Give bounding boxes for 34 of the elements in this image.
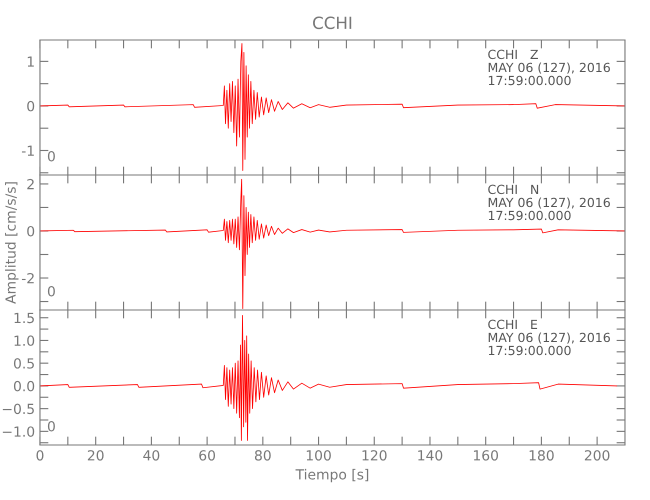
- x-tick-label: 160: [474, 450, 498, 461]
- annotation: 0: [48, 151, 55, 162]
- x-tick-label: 200: [584, 450, 610, 461]
- x-tick-label: 20: [88, 450, 104, 461]
- y-tick-label: 2: [27, 178, 34, 190]
- line-series: [40, 43, 625, 171]
- y-tick-label: 0: [27, 226, 34, 236]
- y-axis-title: Amplitud [cm/s/s]: [5, 182, 18, 304]
- y-tick-label: 0.0: [14, 380, 34, 392]
- annotation: 0: [48, 421, 55, 432]
- x-tick-label: 0: [36, 450, 44, 461]
- annotation: 0: [48, 286, 55, 297]
- x-tick-label: 120: [362, 450, 387, 461]
- chart-title: CCHI: [313, 16, 352, 30]
- x-tick-label: 140: [418, 450, 442, 461]
- annotation: CCHI Z MAY 06 (127), 2016 17:59:00.000: [488, 50, 610, 86]
- x-tick-label: 100: [306, 450, 331, 461]
- y-tick-label: -2: [22, 272, 34, 284]
- x-tick-label: 180: [530, 450, 554, 461]
- y-tick-label: −1.0: [2, 426, 34, 437]
- line-series: [40, 315, 618, 441]
- x-tick-label: 80: [254, 450, 271, 461]
- y-tick-label: 0.5: [14, 358, 34, 369]
- y-tick-label: 0: [27, 100, 34, 112]
- x-tick-label: 60: [199, 450, 216, 461]
- annotation: CCHI N MAY 06 (127), 2016 17:59:00.000: [488, 184, 610, 220]
- y-tick-label: -1: [22, 146, 34, 156]
- x-tick-label: 40: [143, 450, 160, 461]
- annotation: CCHI E MAY 06 (127), 2016 17:59:00.000: [488, 320, 610, 356]
- y-tick-label: 1.0: [14, 335, 34, 346]
- x-axis-title: Tiempo [s]: [296, 468, 368, 482]
- y-tick-label: 1: [28, 56, 34, 67]
- y-tick-label: −0.5: [2, 404, 34, 414]
- y-tick-label: 1.5: [14, 312, 34, 324]
